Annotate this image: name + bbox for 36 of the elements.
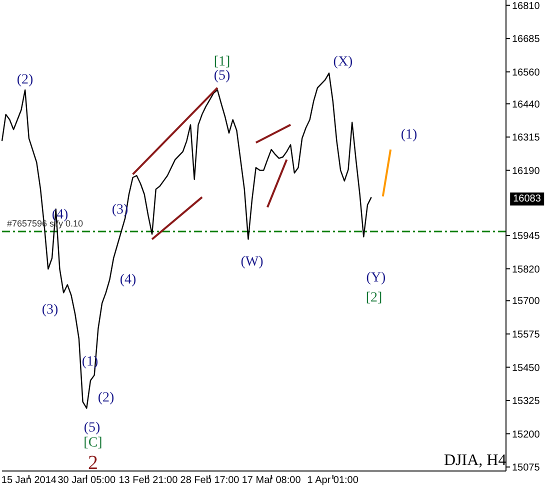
x-tick-label: 28 Feb 17:00: [180, 475, 240, 486]
x-tick-label: 15 Jan 2014: [1, 475, 57, 486]
annotation: (2): [98, 390, 114, 406]
y-tick-label: 16440: [512, 99, 540, 110]
y-tick-label: 16315: [512, 132, 540, 144]
y-tick-label: 15945: [512, 231, 540, 242]
y-tick-label: 16685: [512, 34, 540, 46]
annotation: (2): [16, 72, 34, 88]
annotation: (1): [400, 127, 418, 143]
y-tick-label: 16560: [512, 67, 540, 78]
x-tick-label: 1 Apr 01:00: [307, 475, 359, 486]
annotation: (5): [214, 68, 230, 84]
text: DJIA, H4: [444, 452, 506, 470]
y-tick-label: 15200: [512, 429, 540, 440]
annotation: (5): [84, 420, 100, 436]
y-tick-label: 15700: [512, 296, 540, 308]
annotation: (4): [120, 272, 136, 288]
y-tick-label: 15820: [512, 264, 540, 276]
text: 16083: [510, 192, 544, 206]
annotation: [2]: [366, 290, 382, 306]
y-tick-label: 16190: [512, 166, 540, 177]
x-tick-label: 30 Jan 05:00: [58, 475, 116, 486]
annotation: [1]: [214, 54, 230, 70]
x-tick-label: 13 Feb 21:00: [118, 475, 178, 486]
y-tick-label: 15075: [512, 462, 540, 474]
y-tick-label: 15325: [512, 396, 540, 408]
annotation: (X): [333, 54, 353, 70]
x-tick-label: 17 Mar 08:00: [242, 475, 302, 486]
annotation: [C]: [84, 435, 102, 451]
annotation: 2: [88, 452, 98, 474]
y-tick-label: 15575: [512, 330, 540, 341]
annotation: (Y): [366, 270, 386, 286]
y-tick-label: 15450: [512, 362, 540, 374]
annotation: (W): [240, 254, 264, 270]
annotation: (3): [42, 302, 58, 318]
y-tick-label: 16810: [512, 0, 540, 12]
